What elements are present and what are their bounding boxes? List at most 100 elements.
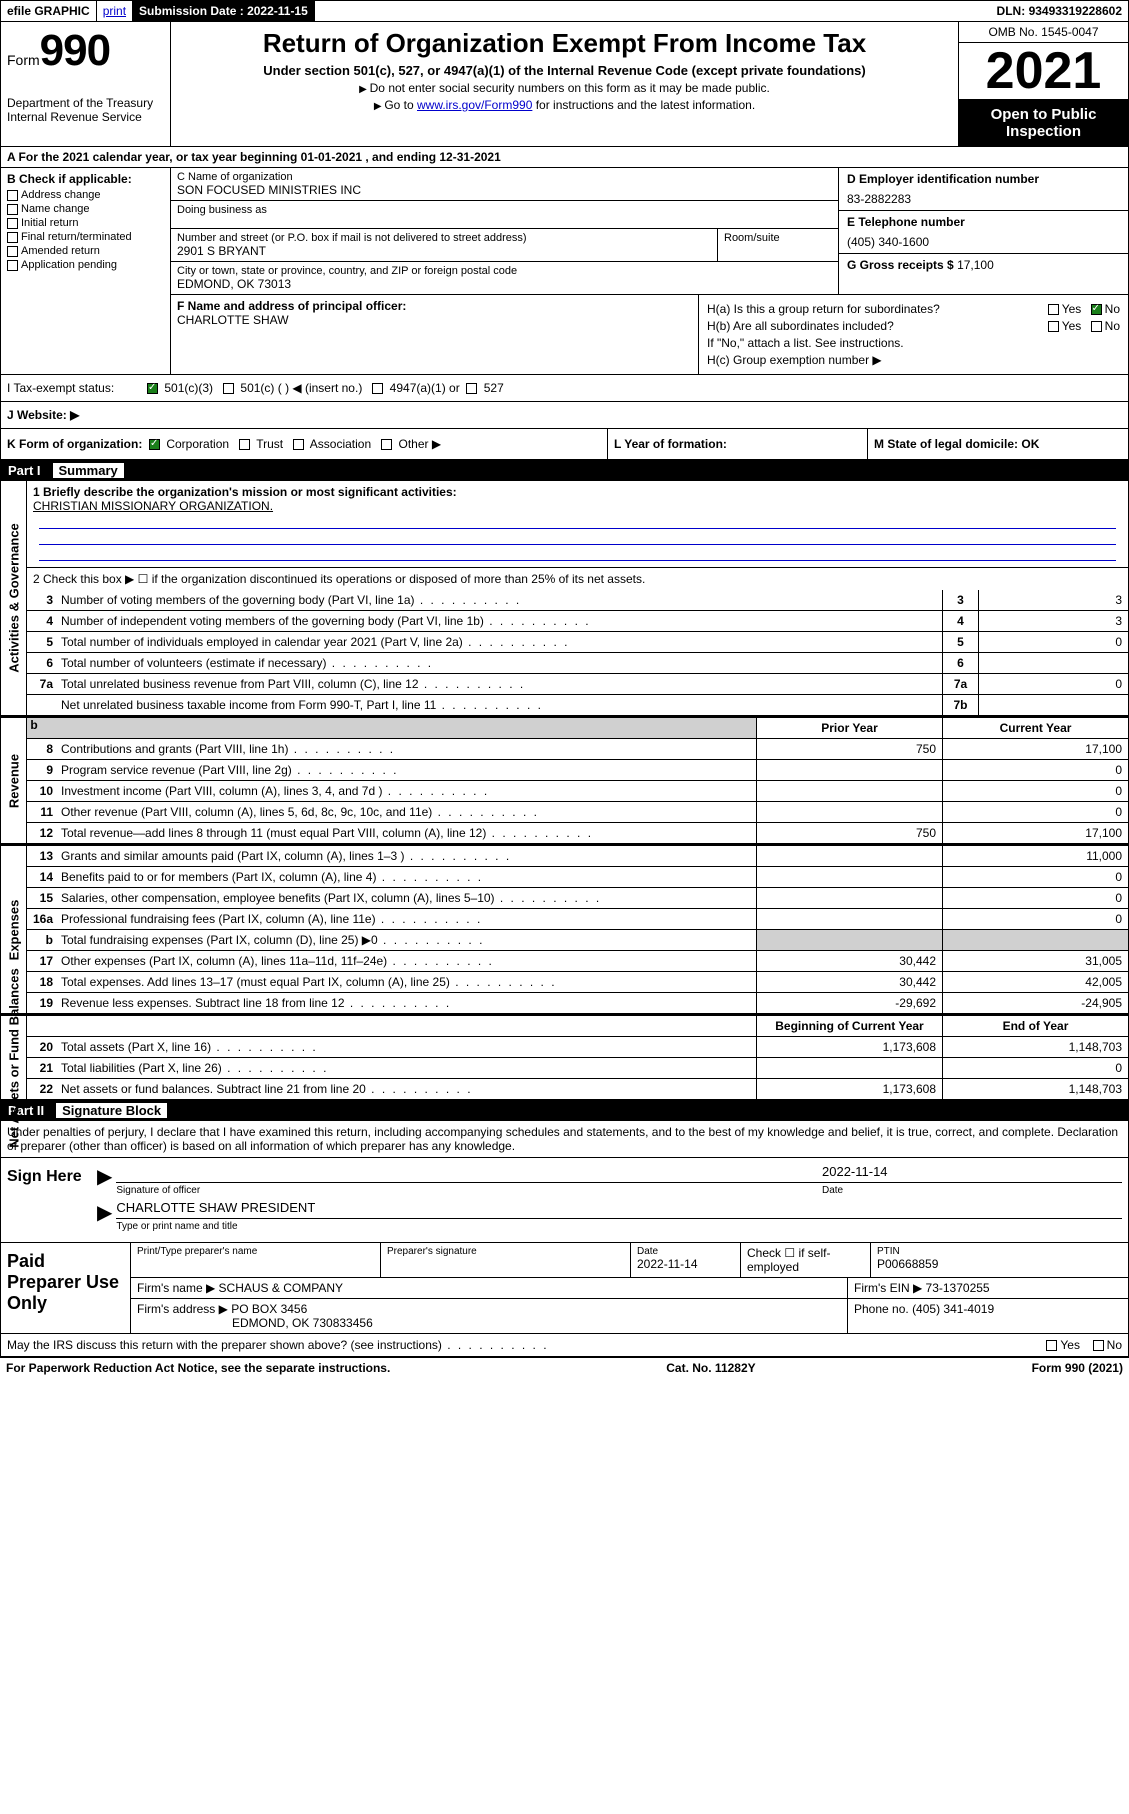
data-row: 14Benefits paid to or for members (Part …	[27, 867, 1128, 888]
prep-self-employed: Check ☐ if self-employed	[741, 1243, 871, 1277]
data-row: bTotal fundraising expenses (Part IX, co…	[27, 930, 1128, 951]
part1-revenue: Revenue b Prior Year Current Year 8Contr…	[0, 716, 1129, 844]
status-501c3[interactable]	[147, 383, 158, 394]
hc-label: H(c) Group exemption number ▶	[707, 353, 1120, 367]
principal-officer: F Name and address of principal officer:…	[171, 295, 698, 374]
tax-year: 2021	[959, 43, 1128, 100]
row-f-h: F Name and address of principal officer:…	[171, 294, 1128, 374]
checkbox-address-change[interactable]	[7, 190, 18, 201]
checkbox-amended[interactable]	[7, 246, 18, 257]
may-irs-row: May the IRS discuss this return with the…	[0, 1334, 1129, 1357]
data-row: 9Program service revenue (Part VIII, lin…	[27, 760, 1128, 781]
checkbox-name-change[interactable]	[7, 204, 18, 215]
block-b-to-g: B Check if applicable: Address change Na…	[0, 168, 1129, 374]
sig-date: 2022-11-14	[822, 1164, 1122, 1182]
dept-label: Department of the Treasury	[7, 96, 164, 110]
group-return-block: H(a) Is this a group return for subordin…	[698, 295, 1128, 374]
signature-block: Sign Here ▶ Signature of officer 2022-11…	[0, 1158, 1129, 1243]
form-number: 990	[40, 26, 110, 75]
sign-here-label: Sign Here	[1, 1158, 91, 1242]
hb-label: H(b) Are all subordinates included?	[707, 319, 894, 333]
may-irs-yes[interactable]	[1046, 1340, 1057, 1351]
year-formation: L Year of formation:	[608, 429, 868, 459]
col-b-title: B Check if applicable:	[7, 172, 164, 186]
form-title: Return of Organization Exempt From Incom…	[179, 28, 950, 59]
data-row: 11Other revenue (Part VIII, column (A), …	[27, 802, 1128, 823]
data-row: 18Total expenses. Add lines 13–17 (must …	[27, 972, 1128, 993]
header-mid: Return of Organization Exempt From Incom…	[171, 22, 958, 146]
status-501c[interactable]	[223, 383, 234, 394]
part1-governance: Activities & Governance 1 Briefly descri…	[0, 481, 1129, 716]
ptin-value: P00668859	[877, 1257, 1122, 1271]
sig-officer-label: Signature of officer	[116, 1182, 822, 1196]
vside-revenue: Revenue	[1, 718, 27, 843]
page-footer: For Paperwork Reduction Act Notice, see …	[0, 1357, 1129, 1378]
phone-cell: E Telephone number (405) 340-1600	[839, 211, 1128, 254]
state-domicile: M State of legal domicile: OK	[868, 429, 1128, 459]
checkbox-app-pending[interactable]	[7, 260, 18, 271]
declaration-text: Under penalties of perjury, I declare th…	[0, 1121, 1129, 1158]
sig-name: CHARLOTTE SHAW PRESIDENT	[116, 1200, 1122, 1218]
form-of-org: K Form of organization: Corporation Trus…	[1, 429, 608, 459]
data-row: 8Contributions and grants (Part VIII, li…	[27, 739, 1128, 760]
org-trust[interactable]	[239, 439, 250, 450]
open-inspection: Open to Public Inspection	[959, 100, 1128, 146]
firm-ein: 73-1370255	[926, 1281, 990, 1295]
room-cell: Room/suite	[718, 229, 838, 261]
header-note-2: Go to www.irs.gov/Form990 for instructio…	[179, 98, 950, 112]
hb-yes[interactable]	[1048, 321, 1059, 332]
col-end: End of Year	[942, 1016, 1128, 1036]
data-row: 15Salaries, other compensation, employee…	[27, 888, 1128, 909]
data-row: 12Total revenue—add lines 8 through 11 (…	[27, 823, 1128, 843]
city-cell: City or town, state or province, country…	[171, 262, 838, 294]
gov-row: 6Total number of volunteers (estimate if…	[27, 653, 1128, 674]
irs-label: Internal Revenue Service	[7, 110, 164, 124]
top-bar: efile GRAPHIC print Submission Date : 20…	[0, 0, 1129, 22]
col-prior-year: Prior Year	[756, 718, 942, 738]
org-corp[interactable]	[149, 439, 160, 450]
checkbox-initial-return[interactable]	[7, 218, 18, 229]
print-link[interactable]: print	[97, 1, 133, 21]
data-row: 16aProfessional fundraising fees (Part I…	[27, 909, 1128, 930]
firm-name: SCHAUS & COMPANY	[219, 1281, 343, 1295]
ha-yes[interactable]	[1048, 304, 1059, 315]
may-irs-no[interactable]	[1093, 1340, 1104, 1351]
status-4947[interactable]	[372, 383, 383, 394]
ha-no[interactable]	[1091, 304, 1102, 315]
org-name-cell: C Name of organization SON FOCUSED MINIS…	[171, 168, 838, 201]
data-row: 17Other expenses (Part IX, column (A), l…	[27, 951, 1128, 972]
prep-date: 2022-11-14	[637, 1257, 734, 1271]
sig-name-label: Type or print name and title	[116, 1218, 1122, 1232]
org-other[interactable]	[381, 439, 392, 450]
header-note-1: Do not enter social security numbers on …	[179, 81, 950, 95]
part1-expenses: Expenses 13Grants and similar amounts pa…	[0, 844, 1129, 1014]
org-assoc[interactable]	[293, 439, 304, 450]
part1-header: Part I Summary	[0, 460, 1129, 481]
data-row: 20Total assets (Part X, line 16)1,173,60…	[27, 1037, 1128, 1058]
prep-name-label: Print/Type preparer's name	[137, 1246, 374, 1257]
gross-receipts-cell: G Gross receipts $ 17,100	[839, 254, 1128, 294]
dba-cell: Doing business as	[171, 201, 838, 229]
checkbox-final-return[interactable]	[7, 232, 18, 243]
klm-row: K Form of organization: Corporation Trus…	[0, 429, 1129, 460]
paid-preparer-block: Paid Preparer Use Only Print/Type prepar…	[0, 1243, 1129, 1334]
firm-addr1: PO BOX 3456	[231, 1302, 307, 1316]
street-cell: Number and street (or P.O. box if mail i…	[171, 229, 718, 261]
efile-label: efile GRAPHIC	[1, 1, 97, 21]
part1-netassets: Net Assets or Fund Balances Beginning of…	[0, 1014, 1129, 1100]
paid-preparer-label: Paid Preparer Use Only	[1, 1243, 131, 1333]
status-527[interactable]	[466, 383, 477, 394]
arrow-icon: ▶	[97, 1164, 112, 1196]
hb-no[interactable]	[1091, 321, 1102, 332]
row-a-tax-year: A For the 2021 calendar year, or tax yea…	[0, 147, 1129, 168]
form-label: Form	[7, 52, 40, 68]
col-current-year: Current Year	[942, 718, 1128, 738]
irs-link[interactable]: www.irs.gov/Form990	[417, 98, 532, 112]
dln-cell: DLN: 93493319228602	[991, 1, 1128, 21]
gov-row: 3Number of voting members of the governi…	[27, 590, 1128, 611]
data-row: 13Grants and similar amounts paid (Part …	[27, 846, 1128, 867]
hb-note: If "No," attach a list. See instructions…	[707, 336, 1120, 350]
form-header: Form990 Department of the Treasury Inter…	[0, 22, 1129, 147]
firm-addr2: EDMOND, OK 730833456	[137, 1316, 841, 1330]
header-right: OMB No. 1545-0047 2021 Open to Public In…	[958, 22, 1128, 146]
